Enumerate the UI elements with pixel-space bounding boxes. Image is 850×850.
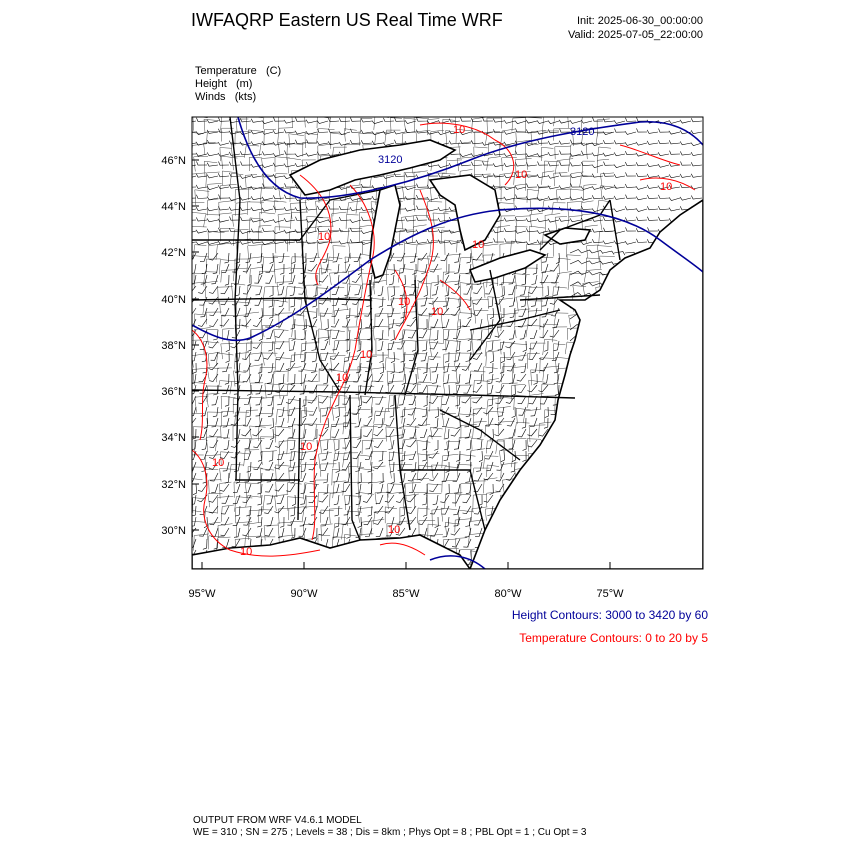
lat-tick-label: 44°N: [161, 201, 186, 213]
field-height: Height (m): [195, 78, 253, 90]
temp-contour-label: 10: [336, 372, 348, 384]
lat-tick-label: 32°N: [161, 479, 186, 491]
lat-tick-label: 34°N: [161, 432, 186, 444]
valid-time: Valid: 2025-07-05_22:00:00: [568, 29, 703, 41]
map-frame: [191, 116, 704, 570]
temp-contour-label: 10: [388, 524, 400, 536]
lake-michigan: [369, 183, 401, 280]
height-contours: [192, 117, 703, 569]
field-winds: Winds (kts): [195, 91, 257, 103]
temperature-contours-legend: Temperature Contours: 0 to 20 by 5: [519, 631, 708, 645]
lon-tick-label: 95°W: [188, 588, 216, 600]
gulf-of-mexico: [192, 534, 471, 569]
lake-huron: [428, 174, 501, 252]
temp-contour-label: 10: [515, 169, 527, 181]
model-version: OUTPUT FROM WRF V4.6.1 MODEL: [193, 815, 362, 826]
height-contours-legend: Height Contours: 3000 to 3420 by 60: [511, 608, 708, 622]
temperature-contours: [192, 122, 696, 557]
lat-tick-label: 46°N: [161, 155, 186, 167]
lon-tick-label: 75°W: [596, 588, 624, 600]
lat-tick-label: 42°N: [161, 247, 186, 259]
model-config: WE = 310 ; SN = 275 ; Levels = 38 ; Dis …: [193, 827, 587, 838]
lat-tick-label: 38°N: [161, 340, 186, 352]
temp-contour-label: 10: [360, 349, 372, 361]
init-valid-times: Init: 2025-06-30_00:00:00 Valid: 2025-07…: [568, 14, 703, 42]
lon-tick-label: 85°W: [392, 588, 420, 600]
lon-tick-label: 90°W: [290, 588, 318, 600]
latitude-axis: [192, 159, 199, 531]
state-borders: [192, 117, 621, 541]
temp-contour-label: 10: [398, 296, 410, 308]
temp-contour-label: 10: [472, 239, 484, 251]
init-time: Init: 2025-06-30_00:00:00: [577, 15, 703, 27]
lat-tick-label: 36°N: [161, 386, 186, 398]
temp-contour-label: 10: [660, 181, 672, 193]
lat-tick-label: 40°N: [161, 294, 186, 306]
temp-contour-label: 10: [431, 306, 443, 318]
lake-erie: [468, 249, 547, 283]
lake-superior: [288, 139, 457, 196]
county-boundaries: [192, 117, 617, 569]
temp-contour-label: 10: [453, 124, 465, 136]
field-temperature: Temperature (C): [195, 65, 282, 77]
lat-tick-label: 30°N: [161, 525, 186, 537]
lake-ontario: [543, 227, 592, 245]
chart-title: IWFAQRP Eastern US Real Time WRF: [191, 10, 503, 30]
temp-contour-label: 10: [318, 231, 330, 243]
temp-contour-label: 10: [212, 457, 224, 469]
model-footer: OUTPUT FROM WRF V4.6.1 MODEL WE = 310 ; …: [193, 815, 586, 839]
lon-tick-label: 80°W: [494, 588, 522, 600]
temp-contour-label: 10: [300, 441, 312, 453]
height-contour-label: 3120: [570, 126, 594, 138]
temp-contour-label: 10: [240, 546, 252, 558]
height-contour-label: 3120: [378, 154, 402, 166]
longitude-axis: [201, 562, 611, 569]
atlantic-ocean: [469, 199, 703, 569]
